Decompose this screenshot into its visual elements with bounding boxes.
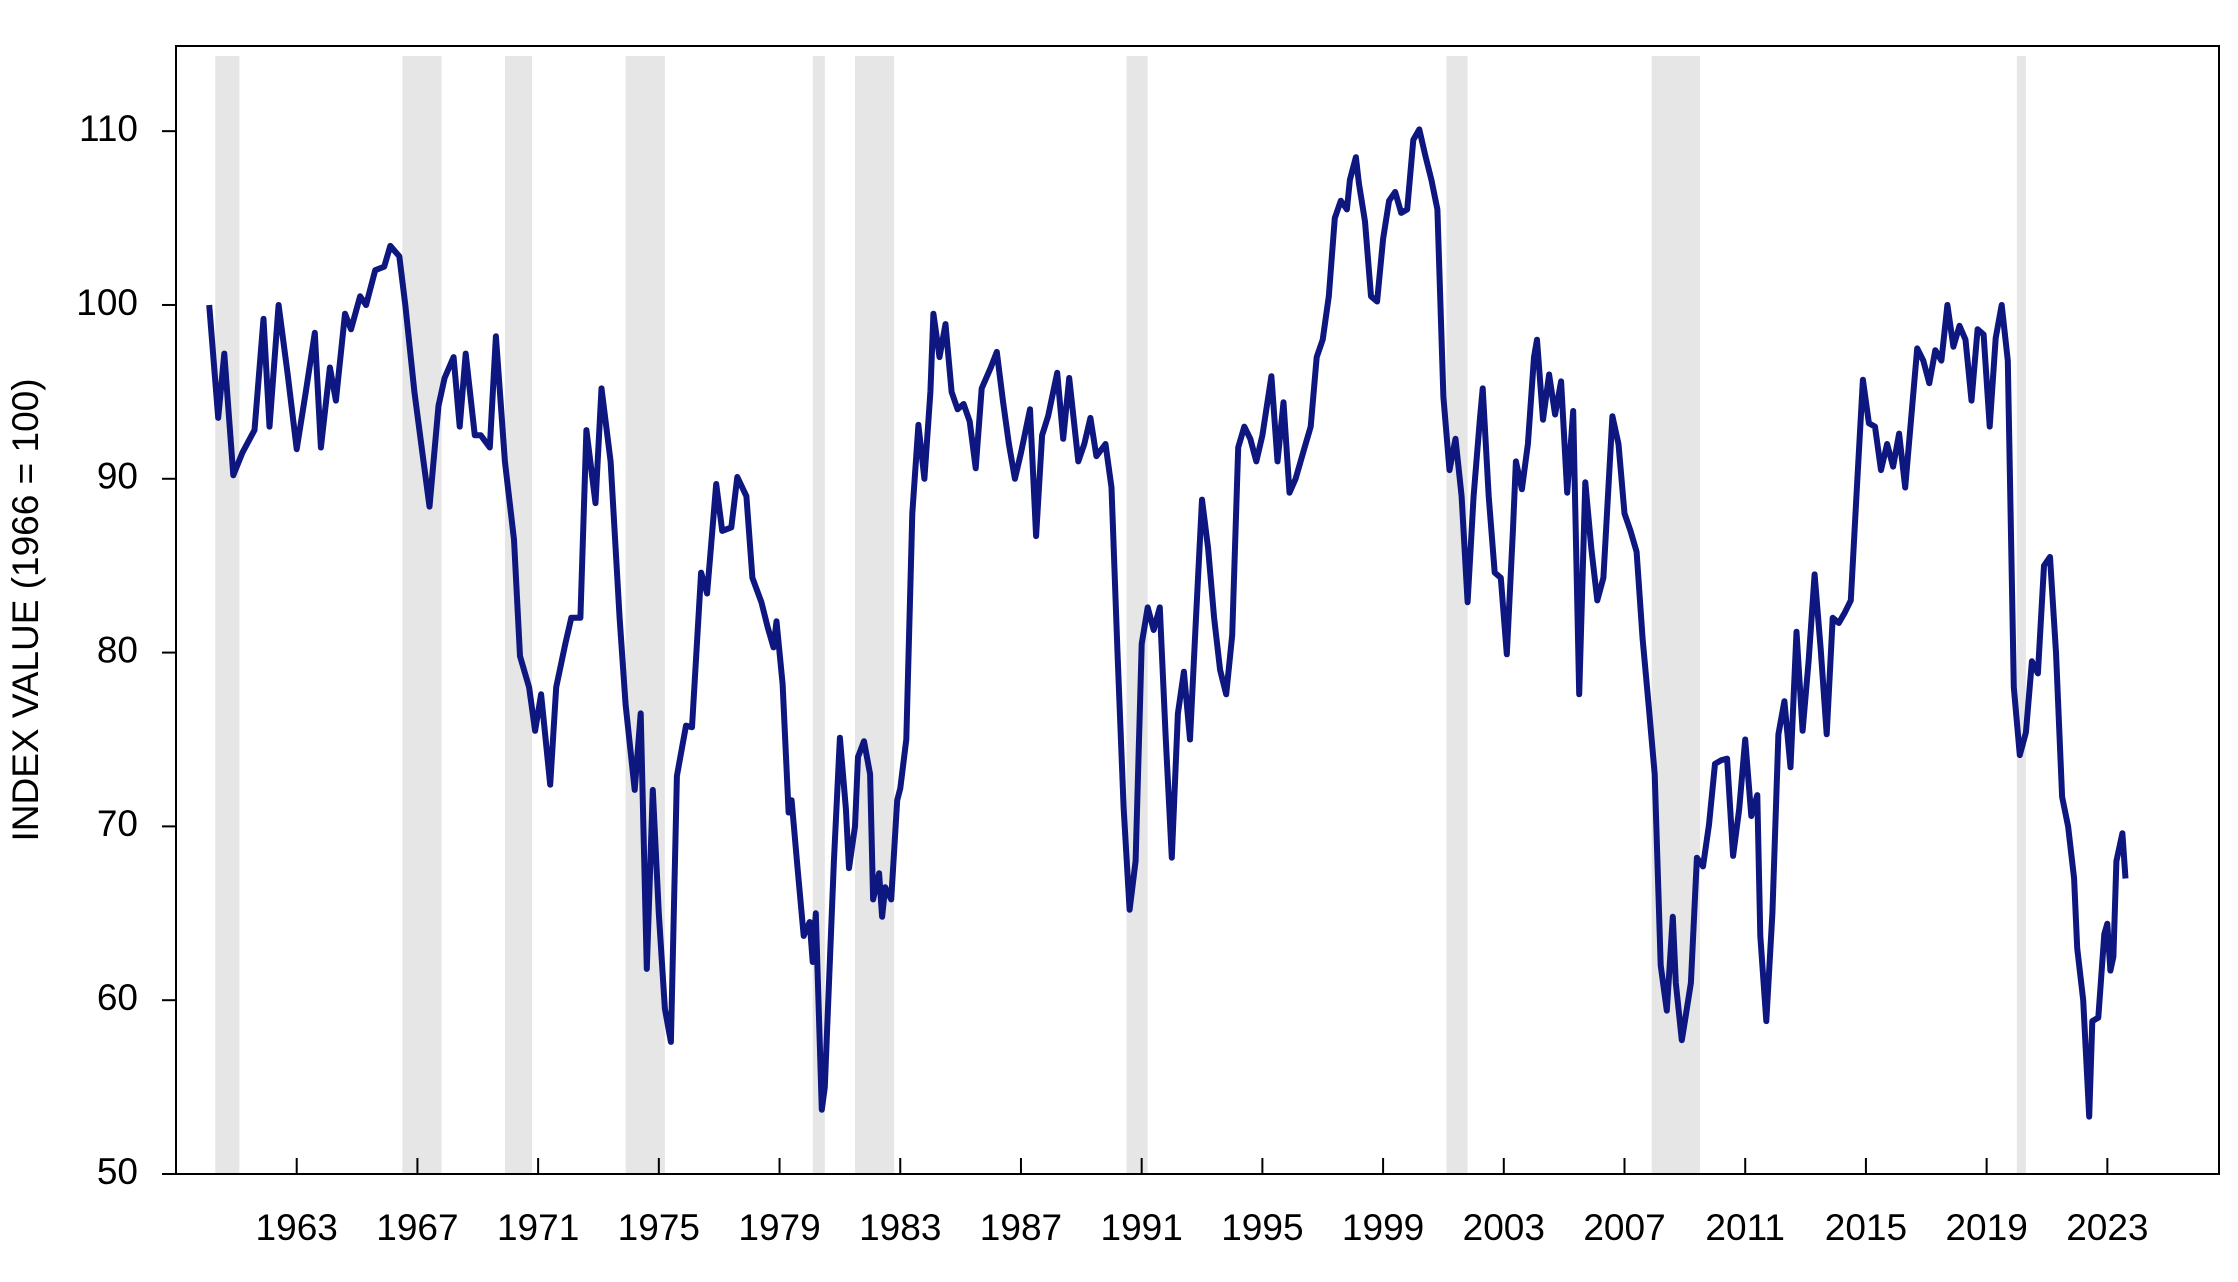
recession-band: [812, 56, 825, 1174]
x-tick-label: 1983: [859, 1207, 941, 1248]
plot-frame: [175, 45, 2220, 1175]
x-tick-label: 1999: [1342, 1207, 1424, 1248]
x-tick-label: 1987: [980, 1207, 1062, 1248]
x-tick-label: 2015: [1825, 1207, 1907, 1248]
recession-band: [215, 56, 240, 1174]
y-tick-label: 100: [76, 282, 138, 323]
x-tick-label: 2023: [2066, 1207, 2148, 1248]
y-tick-label: 60: [97, 977, 138, 1018]
x-tick-label: 2007: [1583, 1207, 1665, 1248]
x-tick-label: 2011: [1705, 1207, 1785, 1248]
series-line: [206, 126, 2129, 1120]
x-tick-label: 1967: [376, 1207, 458, 1248]
y-axis-label: INDEX VALUE (1966 = 100): [5, 378, 46, 841]
x-tick-label: 1963: [256, 1207, 338, 1248]
recession-band: [854, 56, 895, 1174]
x-tick-label: 1971: [497, 1207, 579, 1248]
y-tick-label: 90: [97, 456, 138, 497]
y-tick-label: 80: [97, 629, 138, 670]
y-tick-label: 50: [97, 1151, 138, 1192]
x-tick-label: 1991: [1101, 1207, 1183, 1248]
x-tick-label: 2003: [1463, 1207, 1545, 1248]
x-tick-label: 1975: [618, 1207, 700, 1248]
recession-band: [402, 56, 442, 1174]
x-tick-label: 1979: [738, 1207, 820, 1248]
recession-band: [625, 56, 665, 1174]
recession-band: [1446, 56, 1468, 1174]
recession-band: [2016, 56, 2026, 1174]
y-tick-label: 70: [97, 803, 138, 844]
x-tick-label: 2019: [1945, 1207, 2027, 1248]
x-tick-label: 1995: [1221, 1207, 1303, 1248]
y-tick-label: 110: [79, 108, 138, 149]
